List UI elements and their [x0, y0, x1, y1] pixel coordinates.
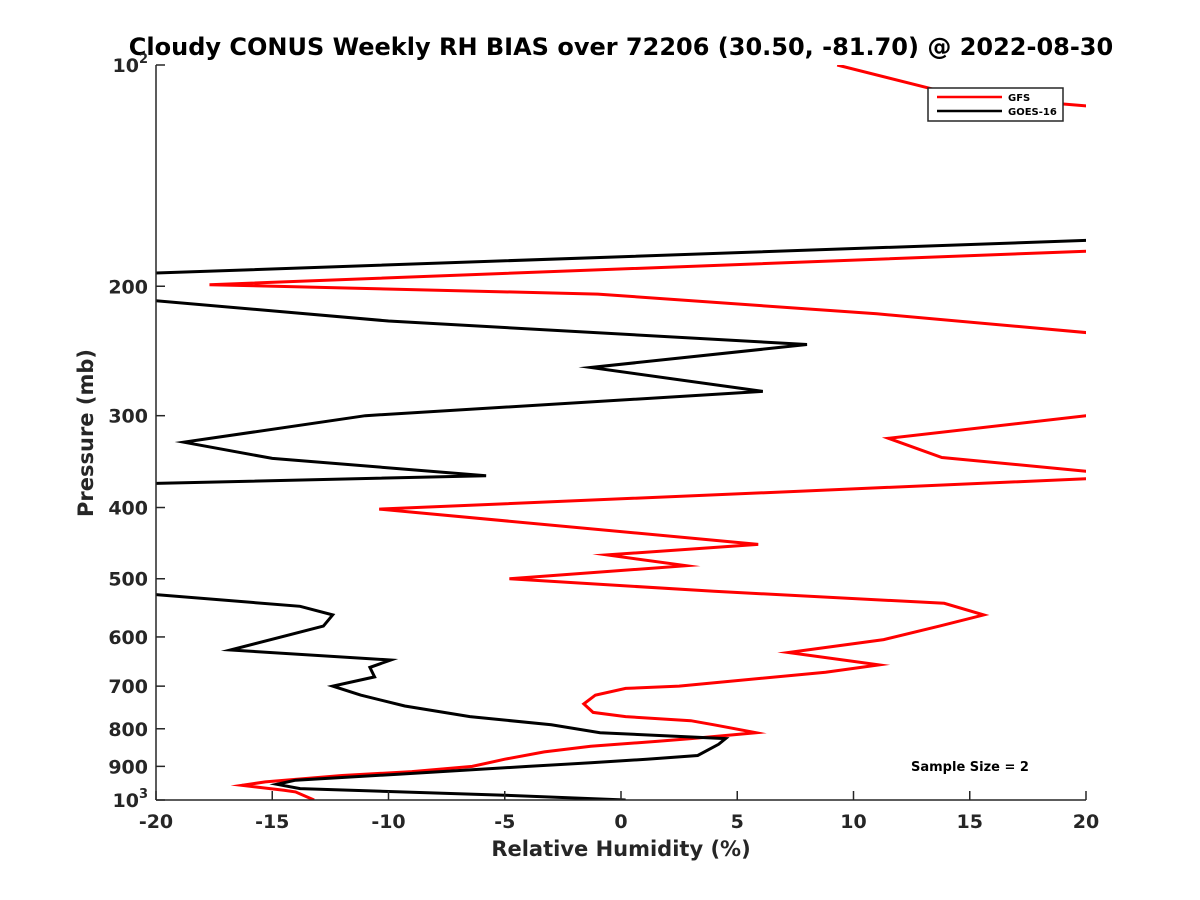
y-tick-label: 900 [108, 756, 148, 778]
chart-title: Cloudy CONUS Weekly RH BIAS over 72206 (… [129, 33, 1113, 61]
x-tick-label: 5 [731, 811, 744, 833]
y-tick-label: 700 [108, 676, 148, 698]
y-tick-label: 103 [113, 787, 149, 812]
legend: GFS GOES-16 [927, 87, 1064, 122]
x-axis-label: Relative Humidity (%) [491, 837, 750, 861]
y-axis-label: Pressure (mb) [74, 349, 98, 517]
y-axis-ticks: 102 200 300 400 500 600 700 800 900 103 [108, 52, 165, 812]
y-tick-label: 500 [108, 569, 148, 591]
y-tick-label: 200 [108, 276, 148, 298]
legend-label-goes16: GOES-16 [1008, 107, 1057, 118]
y-tick-exponent: 2 [139, 52, 148, 67]
x-axis-ticks: -20 -15 -10 -5 0 5 10 15 20 [139, 791, 1099, 833]
y-tick-label: 400 [108, 498, 148, 520]
y-tick-label: 102 [113, 52, 149, 77]
series-line-goes16 [156, 238, 1086, 800]
sample-size-annotation: Sample Size = 2 [911, 760, 1029, 775]
x-tick-label: -15 [255, 811, 289, 833]
y-tick-label: 600 [108, 627, 148, 649]
x-tick-label: -5 [494, 811, 515, 833]
legend-box [927, 87, 1064, 122]
x-tick-label: 20 [1073, 811, 1099, 833]
x-tick-label: -10 [371, 811, 405, 833]
series-layer [156, 65, 1086, 800]
y-tick-label: 300 [108, 406, 148, 428]
legend-label-gfs: GFS [1008, 93, 1030, 104]
y-tick-label: 800 [108, 719, 148, 741]
series-line-gfs [209, 65, 1086, 800]
x-tick-label: 10 [840, 811, 866, 833]
x-tick-label: -20 [139, 811, 173, 833]
y-tick-exponent: 3 [139, 787, 148, 802]
x-tick-label: 0 [614, 811, 627, 833]
x-tick-label: 15 [957, 811, 983, 833]
